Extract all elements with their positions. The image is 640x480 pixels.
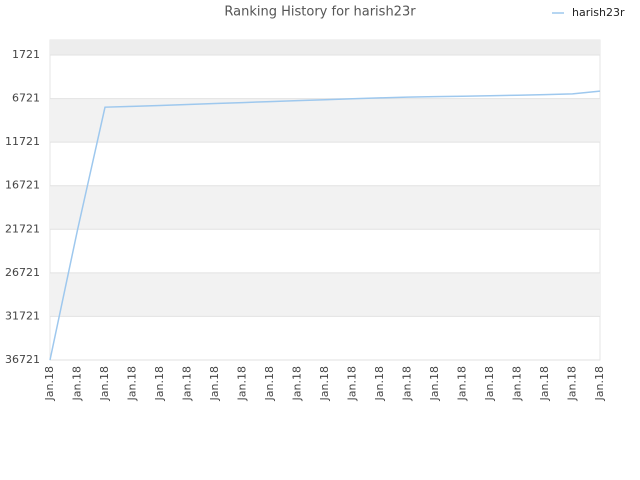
data-line [49, 90, 601, 361]
plot-band [50, 40, 600, 55]
x-tick-label: Jan.18 [401, 366, 414, 401]
x-tick-label: Jan.18 [593, 366, 606, 401]
x-tick-label: Jan.18 [236, 366, 249, 401]
y-tick-label: 11721 [5, 135, 40, 148]
y-tick-label: 21721 [5, 222, 40, 235]
x-tick-label: Jan.18 [181, 366, 194, 401]
x-tick-label: Jan.18 [71, 366, 84, 401]
x-tick-label: Jan.18 [538, 366, 551, 401]
x-tick-label: Jan.18 [208, 366, 221, 401]
plot-bands [49, 39, 601, 361]
x-tick-label: Jan.18 [511, 366, 524, 401]
y-tick-label: 26721 [5, 266, 40, 279]
x-tick-label: Jan.18 [263, 366, 276, 401]
y-tick-label: 16721 [5, 179, 40, 192]
x-tick-label: Jan.18 [428, 366, 441, 401]
plot-band [50, 185, 600, 230]
chart-title: Ranking History for harish23r [224, 5, 416, 20]
x-tick-label: Jan.18 [346, 366, 359, 401]
y-tick-label: 6721 [12, 92, 40, 105]
x-tick-label: Jan.18 [153, 366, 166, 401]
x-tick-label: Jan.18 [291, 366, 304, 401]
x-tick-label: Jan.18 [373, 366, 386, 401]
x-tick-label: Jan.18 [98, 366, 111, 401]
x-tick-label: Jan.18 [43, 366, 56, 401]
y-tick-label: 36721 [5, 353, 40, 366]
plot-band [50, 98, 600, 143]
plot-band [50, 272, 600, 317]
x-tick-label: Jan.18 [126, 366, 139, 401]
y-tick-label: 1721 [12, 48, 40, 61]
x-tick-label: Jan.18 [483, 366, 496, 401]
legend-label: harish23r [572, 6, 625, 19]
x-tick-label: Jan.18 [318, 366, 331, 401]
y-tick-label: 31721 [5, 309, 40, 322]
x-tick-label: Jan.18 [456, 366, 469, 401]
x-tick-label: Jan.18 [566, 366, 579, 401]
